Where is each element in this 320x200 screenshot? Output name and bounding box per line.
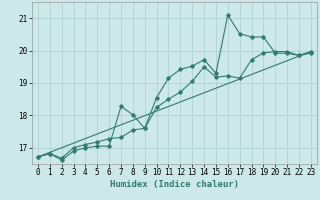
X-axis label: Humidex (Indice chaleur): Humidex (Indice chaleur) <box>110 180 239 189</box>
